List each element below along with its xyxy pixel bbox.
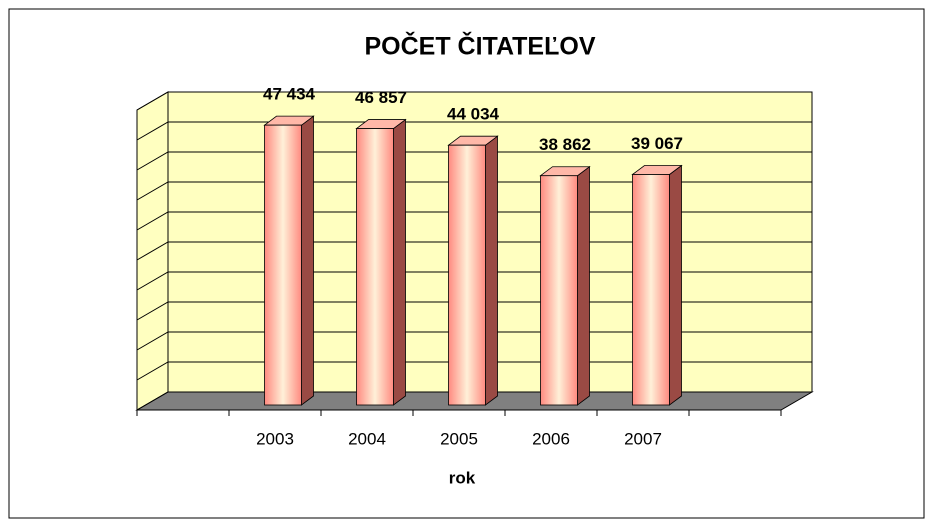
bar xyxy=(632,174,670,406)
bar-side xyxy=(485,135,498,406)
grid-line xyxy=(136,241,812,261)
grid-line xyxy=(136,361,812,381)
bar-side xyxy=(577,165,590,406)
bar xyxy=(448,144,486,406)
value-label: 44 034 xyxy=(447,105,500,124)
value-label: 38 862 xyxy=(539,135,591,154)
value-label: 46 857 xyxy=(355,88,407,107)
x-tick-label: 2007 xyxy=(624,429,662,448)
x-tick-label: 2006 xyxy=(532,429,570,448)
x-tick-label: 2005 xyxy=(440,429,478,448)
x-tick-label: 2003 xyxy=(256,429,294,448)
bar-side xyxy=(301,115,314,406)
grid-line xyxy=(136,271,812,291)
bar xyxy=(264,124,302,406)
grid-line xyxy=(136,391,812,411)
bar-side xyxy=(669,164,682,406)
grid-line xyxy=(136,301,812,321)
grid-line xyxy=(136,151,812,171)
grid-line xyxy=(136,181,812,201)
bar xyxy=(540,175,578,406)
grid-line xyxy=(136,331,812,351)
bar-side xyxy=(393,118,406,406)
value-label: 39 067 xyxy=(631,134,683,153)
grid-line xyxy=(136,121,812,141)
x-axis-label: rok xyxy=(449,468,476,487)
x-tick-label: 2004 xyxy=(348,429,386,448)
grid-line xyxy=(136,211,812,231)
chart-title: POČET ČITATEĽOV xyxy=(364,31,595,61)
value-label: 47 434 xyxy=(263,85,316,104)
bar xyxy=(356,128,394,406)
grid-line xyxy=(136,91,812,111)
